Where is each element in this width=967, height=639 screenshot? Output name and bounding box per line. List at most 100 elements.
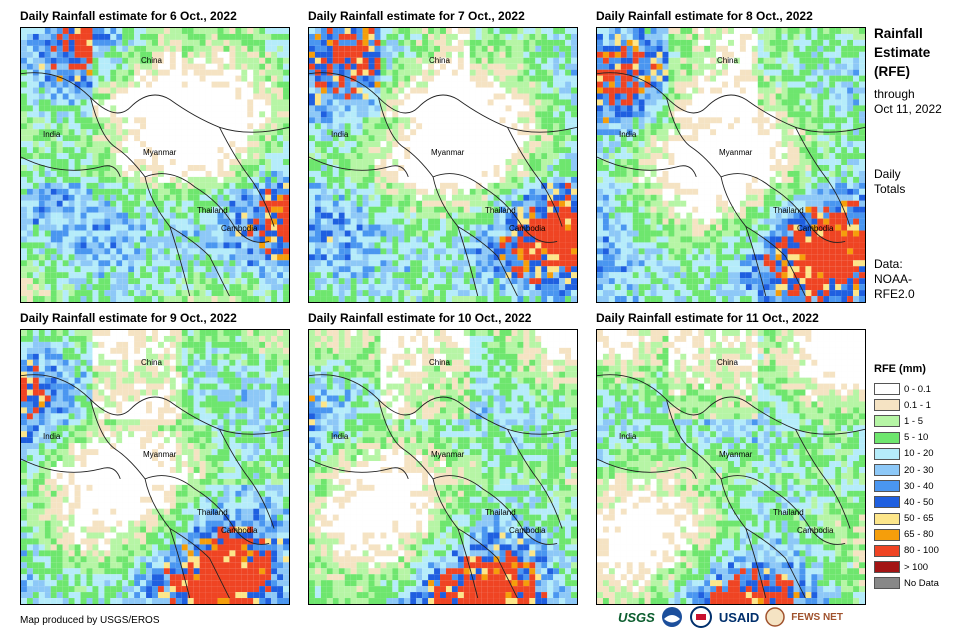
legend-swatch	[874, 415, 900, 428]
place-label-myanmar: Myanmar	[431, 450, 465, 459]
place-label-cambodia: Cambodia	[797, 224, 834, 233]
place-label-thailand: Thailand	[197, 206, 228, 215]
legend-label: 10 - 20	[904, 448, 934, 460]
usaid-logo: USAID	[718, 609, 760, 625]
sidebar-data-label: Data:	[874, 257, 903, 271]
legend-swatch	[874, 447, 900, 460]
legend-swatch	[874, 528, 900, 541]
place-label-china: China	[717, 358, 738, 367]
panel-title-oct6: Daily Rainfall estimate for 6 Oct., 2022	[20, 9, 237, 23]
place-label-india: India	[619, 130, 637, 139]
sidebar-through: through	[874, 87, 915, 101]
place-label-thailand: Thailand	[485, 508, 516, 517]
legend-item: 50 - 65	[874, 511, 939, 527]
place-label-thailand: Thailand	[197, 508, 228, 517]
legend-item: 0.1 - 1	[874, 397, 939, 413]
legend-swatch	[874, 496, 900, 509]
legend-item: 20 - 30	[874, 462, 939, 478]
legend-label: 5 - 10	[904, 432, 929, 444]
legend-title: RFE (mm)	[874, 363, 926, 375]
legend: 0 - 0.1 0.1 - 1 1 - 5 5 - 10 10 - 20 20 - 30 3…	[874, 381, 939, 591]
place-label-cambodia: Cambodia	[221, 526, 258, 535]
legend-swatch	[874, 464, 900, 477]
place-label-myanmar: Myanmar	[143, 450, 177, 459]
legend-label: 1 - 5	[904, 415, 924, 427]
sidebar-daily: Daily	[874, 167, 901, 181]
map-oct11: China India Myanmar Thailand Cambodia	[596, 329, 866, 605]
legend-label: 0 - 0.1	[904, 383, 931, 395]
place-label-india: India	[43, 432, 61, 441]
place-label-india: India	[331, 130, 349, 139]
map-oct8: China India Myanmar Thailand Cambodia	[596, 27, 866, 303]
place-label-india: India	[619, 432, 637, 441]
map-oct6: China India Myanmar Thailand Cambodia	[20, 27, 290, 303]
panel-title-oct11: Daily Rainfall estimate for 11 Oct., 202…	[596, 311, 819, 325]
map-oct10: China India Myanmar Thailand Cambodia	[308, 329, 578, 605]
panel-title-oct9: Daily Rainfall estimate for 9 Oct., 2022	[20, 311, 237, 325]
legend-swatch	[874, 577, 900, 590]
legend-swatch	[874, 480, 900, 493]
legend-swatch	[874, 512, 900, 525]
legend-label: 40 - 50	[904, 496, 934, 508]
place-label-cambodia: Cambodia	[221, 224, 258, 233]
place-label-cambodia: Cambodia	[509, 224, 546, 233]
legend-item: 0 - 0.1	[874, 381, 939, 397]
logo-strip: USGS USAID FEWS NET	[618, 606, 843, 628]
legend-label: 0.1 - 1	[904, 399, 931, 411]
sidebar-data-source-1: NOAA-	[874, 272, 913, 286]
legend-item: No Data	[874, 575, 939, 591]
legend-label: 65 - 80	[904, 529, 934, 541]
sidebar-title-line3: (RFE)	[874, 64, 910, 79]
place-label-thailand: Thailand	[773, 508, 804, 517]
place-label-cambodia: Cambodia	[509, 526, 546, 535]
legend-label: > 100	[904, 561, 929, 573]
map-oct9: China India Myanmar Thailand Cambodia	[20, 329, 290, 605]
noaa-logo-icon	[661, 607, 682, 627]
panel-title-oct7: Daily Rainfall estimate for 7 Oct., 2022	[308, 9, 525, 23]
place-label-china: China	[141, 56, 162, 65]
place-label-myanmar: Myanmar	[719, 148, 753, 157]
legend-item: 30 - 40	[874, 478, 939, 494]
legend-label: No Data	[904, 577, 939, 589]
sidebar-title-line1: Rainfall	[874, 26, 923, 41]
place-label-thailand: Thailand	[485, 206, 516, 215]
map-oct7: China India Myanmar Thailand Cambodia	[308, 27, 578, 303]
place-label-thailand: Thailand	[773, 206, 804, 215]
legend-swatch	[874, 383, 900, 396]
legend-label: 30 - 40	[904, 480, 934, 492]
place-label-india: India	[43, 130, 61, 139]
legend-label: 50 - 65	[904, 513, 934, 525]
legend-item: > 100	[874, 559, 939, 575]
sidebar-date: Oct 11, 2022	[874, 102, 942, 116]
legend-item: 5 - 10	[874, 430, 939, 446]
map-credit: Map produced by USGS/EROS	[20, 615, 160, 626]
place-label-china: China	[141, 358, 162, 367]
place-label-myanmar: Myanmar	[431, 148, 465, 157]
legend-item: 65 - 80	[874, 527, 939, 543]
sidebar-totals: Totals	[874, 182, 906, 196]
usaid-seal-icon	[689, 606, 712, 628]
sidebar-data-source-2: RFE2.0	[874, 287, 915, 301]
usgs-logo: USGS	[618, 609, 655, 625]
place-label-china: China	[429, 358, 450, 367]
legend-item: 80 - 100	[874, 543, 939, 559]
legend-label: 80 - 100	[904, 545, 939, 557]
place-label-china: China	[429, 56, 450, 65]
place-label-china: China	[717, 56, 738, 65]
legend-item: 1 - 5	[874, 413, 939, 429]
fewsnet-globe-icon	[765, 607, 786, 627]
legend-swatch	[874, 399, 900, 412]
place-label-india: India	[331, 432, 349, 441]
legend-swatch	[874, 561, 900, 574]
legend-item: 40 - 50	[874, 494, 939, 510]
place-label-cambodia: Cambodia	[797, 526, 834, 535]
legend-label: 20 - 30	[904, 464, 934, 476]
fewsnet-logo: FEWS NET	[791, 611, 843, 623]
sidebar-title-line2: Estimate	[874, 45, 931, 60]
legend-swatch	[874, 431, 900, 444]
place-label-myanmar: Myanmar	[143, 148, 177, 157]
panel-title-oct8: Daily Rainfall estimate for 8 Oct., 2022	[596, 9, 813, 23]
place-label-myanmar: Myanmar	[719, 450, 753, 459]
panel-title-oct10: Daily Rainfall estimate for 10 Oct., 202…	[308, 311, 532, 325]
legend-item: 10 - 20	[874, 446, 939, 462]
